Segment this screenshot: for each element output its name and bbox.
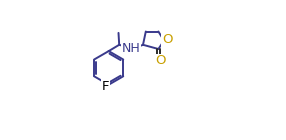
Text: NH: NH: [122, 42, 140, 55]
Text: O: O: [162, 33, 172, 46]
Text: O: O: [156, 54, 166, 67]
Text: F: F: [102, 80, 109, 93]
